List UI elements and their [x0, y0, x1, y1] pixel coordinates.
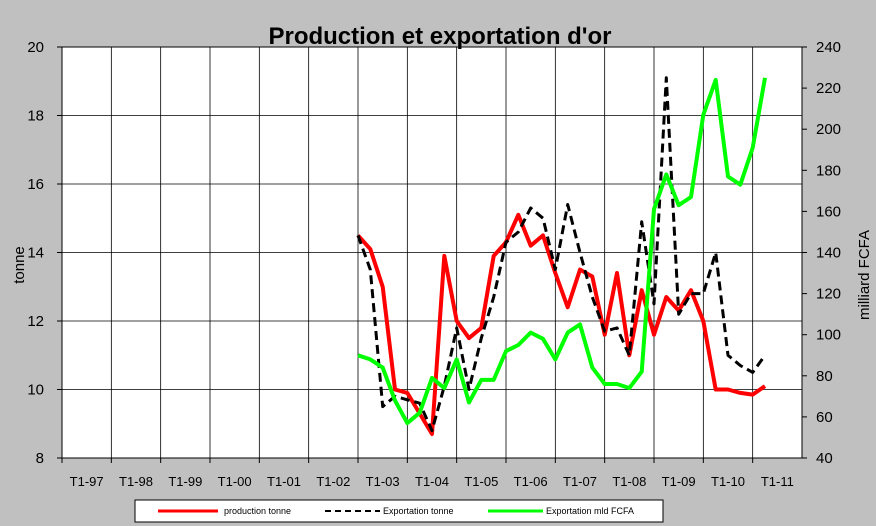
x-tick-label: T1-99: [168, 474, 202, 489]
y-left-tick-label: 14: [27, 245, 44, 262]
x-tick-label: T1-01: [267, 474, 301, 489]
y-right-tick-label: 40: [816, 450, 833, 467]
chart-title: Production et exportation d'or: [268, 23, 611, 50]
series-exportation-tonne: [356, 76, 767, 433]
legend-label-production: production tonne: [224, 506, 291, 516]
axis-layer: 8 10 12 14 16 18 20 40 60 80 100 120 140 160 180 200 220…: [27, 39, 841, 489]
x-tick-label: T1-05: [464, 474, 498, 489]
x-tick-label: T1-03: [366, 474, 400, 489]
y-right-tick-label: 220: [816, 80, 841, 97]
x-tick-label: T1-02: [316, 474, 350, 489]
y-left-tick-label: 16: [27, 176, 44, 193]
y-right-tick-label: 180: [816, 162, 841, 179]
x-tick-label: T1-04: [415, 474, 449, 489]
x-tick-label: T1-10: [711, 474, 745, 489]
y-right-tick-label: 140: [816, 245, 841, 262]
y-axis-right-label: milliard FCFA: [856, 230, 873, 320]
x-tick-label: T1-09: [662, 474, 696, 489]
series-layer: [356, 76, 767, 436]
y-left-tick-label: 18: [27, 108, 44, 125]
legend-label-exportation-fcfa: Exportation mld FCFA: [546, 506, 634, 516]
x-tick-label: T1-11: [761, 474, 794, 489]
y-left-tick-label: 10: [27, 382, 44, 399]
y-right-tick-label: 120: [816, 286, 841, 303]
y-left-tick-label: 8: [36, 450, 44, 467]
x-tick-label: T1-07: [563, 474, 597, 489]
y-axis-left-label: tonne: [11, 246, 28, 284]
x-tick-label: T1-08: [612, 474, 646, 489]
legend: production tonne Exportation tonne Expor…: [134, 499, 664, 523]
y-right-tick-label: 100: [816, 327, 841, 344]
y-left-tick-label: 20: [27, 39, 44, 56]
series-production-tonne: [356, 212, 767, 436]
y-right-tick-label: 60: [816, 409, 833, 426]
y-left-tick-label: 12: [27, 313, 44, 330]
y-right-tick-label: 160: [816, 203, 841, 220]
x-tick-label: T1-97: [70, 474, 104, 489]
x-tick-label: T1-06: [514, 474, 548, 489]
y-right-tick-label: 200: [816, 121, 841, 138]
x-tick-label: T1-98: [119, 474, 153, 489]
series-exportation-fcfa: [357, 77, 767, 426]
legend-label-exportation-tonne: Exportation tonne: [383, 506, 454, 516]
grid: [62, 47, 802, 458]
x-tick-label: T1-00: [218, 474, 252, 489]
legend-box: [134, 499, 664, 523]
y-right-tick-label: 80: [816, 368, 833, 385]
y-right-tick-label: 240: [816, 39, 841, 56]
